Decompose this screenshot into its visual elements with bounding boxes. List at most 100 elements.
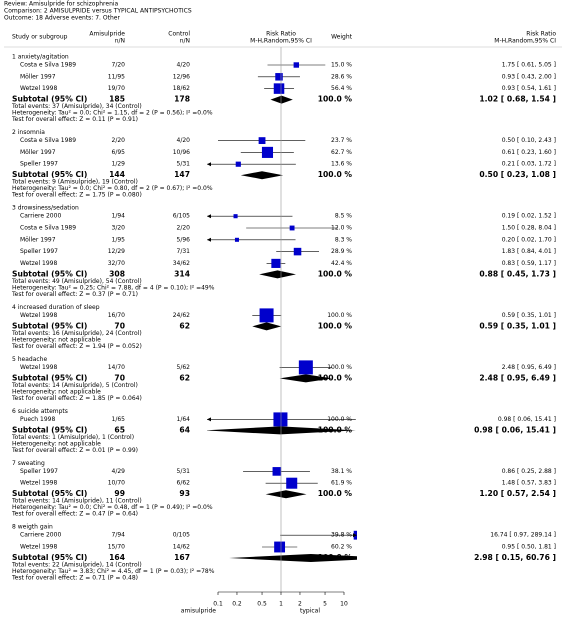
- subtotal-label: Subtotal (95% CI): [12, 425, 87, 434]
- study-name: Carriere 2000: [20, 213, 61, 220]
- study-name: Speller 1997: [20, 468, 58, 475]
- subtotal-diamond: [270, 95, 293, 104]
- weight: 8.5 %: [335, 213, 352, 220]
- subtotal-label: Subtotal (95% CI): [12, 269, 87, 278]
- weight: 100.0 %: [327, 416, 352, 423]
- group-title: 7 sweating: [12, 460, 45, 467]
- exp-events: 6/95: [112, 149, 126, 156]
- subtotal-weight: 100.0 %: [318, 425, 353, 434]
- exp-events: 7/94: [112, 532, 126, 539]
- overall-effect: Test for overall effect: Z = 0.01 (P = 0…: [11, 447, 138, 454]
- heterogeneity: Heterogeneity: not applicable: [12, 440, 101, 447]
- effect: 0.86 [ 0.25, 2.88 ]: [502, 468, 556, 475]
- ctrl-events: 1/64: [177, 416, 191, 423]
- effect: 1.48 [ 0.57, 3.83 ]: [502, 480, 556, 487]
- effect: 0.20 [ 0.02, 1.70 ]: [502, 236, 556, 243]
- weight: 23.7 %: [331, 137, 352, 144]
- ctrl-events: 6/62: [177, 480, 191, 487]
- effect: 0.95 [ 0.50, 1.81 ]: [502, 544, 556, 551]
- weight: 42.4 %: [331, 260, 352, 267]
- exp-events: 11/95: [108, 73, 125, 80]
- subtotal-weight: 100.0 %: [318, 489, 353, 498]
- overall-effect: Test for overall effect: Z = 0.37 (P = 0…: [11, 291, 138, 298]
- effect: 0.50 [ 0.10, 2.43 ]: [502, 137, 556, 144]
- subtotal-diamond: [265, 490, 307, 499]
- subtotal-weight: 100.0 %: [318, 321, 353, 330]
- weight: 28.9 %: [331, 248, 352, 255]
- effect: 0.61 [ 0.23, 1.60 ]: [502, 149, 556, 156]
- exp-events: 1/95: [112, 236, 126, 243]
- study-box: [233, 214, 238, 219]
- subtotal-effect: 0.88 [ 0.45, 1.73 ]: [479, 269, 556, 278]
- ctrl-events: 2/20: [177, 225, 191, 232]
- study-name: Wetzel 1998: [20, 544, 57, 551]
- ctrl-events: 10/96: [173, 149, 190, 156]
- study-name: Puech 1998: [20, 416, 55, 423]
- study-box: [234, 237, 239, 242]
- ctrl-events: 4/20: [177, 137, 191, 144]
- column-header: n/N: [180, 38, 190, 45]
- group-title: 8 weigth gain: [12, 524, 53, 531]
- subtotal-n2: 62: [179, 373, 190, 382]
- subtotal-weight: 100.0 %: [318, 373, 353, 382]
- ctrl-events: 14/62: [173, 544, 190, 551]
- subtotal-diamond: [229, 554, 357, 562]
- effect: 1.50 [ 0.28, 8.04 ]: [502, 225, 556, 232]
- effect: 0.19 [ 0.02, 1.52 ]: [502, 213, 556, 220]
- x-tick-label: 10: [340, 601, 348, 608]
- study-box: [272, 467, 282, 476]
- heterogeneity: Heterogeneity: Tau² = 3.83; Chi² = 4.45,…: [12, 568, 215, 575]
- ctrl-events: 5/31: [177, 161, 191, 168]
- study-name: Costa e Silva 1989: [20, 62, 76, 69]
- ci-arrow: [207, 237, 211, 242]
- subtotal-label: Subtotal (95% CI): [12, 95, 87, 104]
- ci-arrow: [207, 214, 211, 219]
- exp-events: 12/29: [108, 248, 125, 255]
- study-box: [289, 225, 295, 231]
- column-header: Weight: [331, 34, 353, 41]
- subtotal-diamond: [252, 322, 282, 331]
- subtotal-n2: 64: [179, 425, 190, 434]
- x-tick-label: 1: [279, 601, 283, 608]
- heterogeneity: Heterogeneity: Tau² = 0.0; Chi² = 0.80, …: [12, 185, 213, 192]
- ctrl-events: 7/31: [177, 248, 191, 255]
- subtotal-effect: 0.50 [ 0.23, 1.08 ]: [479, 170, 556, 179]
- subtotal-label: Subtotal (95% CI): [12, 321, 87, 330]
- column-header: n/N: [115, 38, 125, 45]
- weight: 38.1 %: [331, 468, 352, 475]
- x-tick-label: 5: [323, 601, 327, 608]
- heterogeneity: Heterogeneity: Tau² = 0.0; Chi² = 1.15, …: [12, 110, 213, 117]
- exp-events: 1/65: [112, 416, 126, 423]
- ctrl-events: 18/62: [173, 85, 190, 92]
- study-name: Speller 1997: [20, 161, 58, 168]
- subtotal-weight: 100.0 %: [318, 170, 353, 179]
- subtotal-n1: 185: [109, 95, 125, 104]
- heterogeneity: Heterogeneity: Tau² = 0.0; Chi² = 0.48, …: [12, 504, 213, 511]
- weight: 100.0 %: [327, 312, 352, 319]
- ctrl-events: 34/62: [173, 260, 190, 267]
- overall-effect: Test for overall effect: Z = 0.11 (P = 0…: [11, 116, 138, 123]
- subtotal-n2: 147: [174, 170, 190, 179]
- ctrl-events: 4/20: [177, 62, 191, 69]
- total-events: Total events: 1 (Amisulpride), 1 (Contro…: [11, 434, 134, 441]
- subtotal-effect: 1.20 [ 0.57, 2.54 ]: [479, 489, 556, 498]
- subtotal-n1: 308: [109, 269, 125, 278]
- ctrl-events: 5/31: [177, 468, 191, 475]
- study-box: [275, 73, 283, 81]
- subtotal-diamond: [240, 171, 284, 180]
- subtotal-n2: 167: [174, 553, 190, 562]
- exp-events: 32/70: [108, 260, 125, 267]
- subtotal-diamond: [279, 374, 333, 383]
- group-title: 4 increased duration of sleep: [12, 304, 100, 311]
- study-box: [258, 137, 266, 145]
- total-events: Total events: 22 (Amisulpride), 14 (Cont…: [11, 562, 142, 569]
- group-title: 1 anxiety/agitation: [12, 54, 69, 61]
- ctrl-events: 5/62: [177, 364, 191, 371]
- weight: 100.0 %: [327, 364, 352, 371]
- subtotal-n2: 314: [174, 269, 190, 278]
- effect: 16.74 [ 0.97, 289.14 ]: [490, 532, 556, 539]
- x-tick-label: 0.1: [213, 601, 223, 608]
- group-title: 5 headache: [12, 356, 47, 363]
- subtotal-n1: 65: [114, 425, 125, 434]
- study-name: Wetzel 1998: [20, 260, 57, 267]
